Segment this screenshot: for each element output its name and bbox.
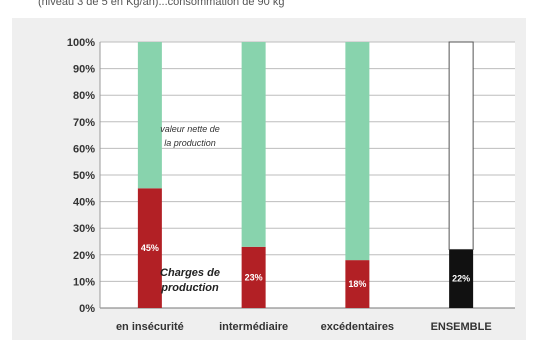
annotation-upper-line-1: valeur nette de — [160, 124, 220, 134]
category-label: intermédiaire — [219, 321, 288, 333]
category-labels: en insécurité intermédiaire excédentaires E… — [116, 321, 492, 333]
category-label: ENSEMBLE — [431, 321, 492, 333]
bar-segment-valeur-nette — [345, 42, 370, 261]
data-label: 18% — [348, 279, 366, 289]
category-label: en insécurité — [116, 321, 184, 333]
y-tick-label: 60% — [73, 143, 95, 155]
y-axis-tick-labels: 0% 10% 20% 30% 40% 50% 60% 70% 80% 90% 100% — [67, 37, 95, 315]
y-tick-label: 90% — [73, 64, 95, 76]
bar-segment-charges — [449, 249, 474, 308]
annotation-upper-line-2: la production — [164, 138, 216, 148]
annotation-lower-line-1: Charges de — [160, 267, 220, 279]
y-tick-label: 0% — [79, 303, 95, 315]
y-tick-label: 40% — [73, 197, 95, 209]
bar-segment-valeur-nette — [137, 42, 162, 189]
bar-segment-charges — [345, 260, 370, 308]
bar-segment-charges — [137, 188, 162, 308]
bar-segment-charges — [241, 246, 266, 308]
y-tick-label: 30% — [73, 223, 95, 235]
data-labels: 45% 23% 18% 22% — [141, 243, 470, 289]
data-label: 22% — [452, 274, 470, 284]
y-tick-label: 100% — [67, 37, 95, 49]
bar-segment-valeur-nette — [241, 42, 266, 247]
bar-segment-valeur-nette — [448, 41, 474, 250]
category-label: excédentaires — [321, 321, 394, 333]
y-tick-label: 50% — [73, 170, 95, 182]
y-tick-label: 70% — [73, 117, 95, 129]
grid-lines — [99, 41, 515, 309]
y-tick-label: 80% — [73, 90, 95, 102]
y-tick-label: 20% — [73, 250, 95, 262]
header-text: (niveau 3 de 5 en Kg/an)...consommation … — [38, 0, 284, 8]
y-tick-label: 10% — [73, 276, 95, 288]
annotations: valeur nette de la production Charges de… — [160, 124, 220, 294]
data-label: 23% — [245, 272, 263, 282]
bars — [137, 41, 474, 308]
data-label: 45% — [141, 243, 159, 253]
annotation-lower-line-2: production — [160, 282, 219, 294]
